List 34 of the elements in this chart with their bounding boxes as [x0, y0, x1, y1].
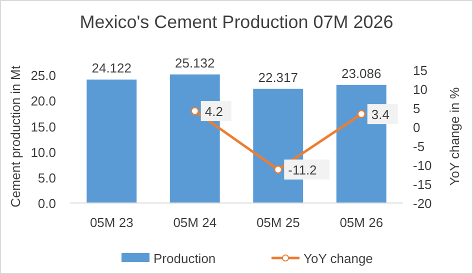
y2-tick-label: -10: [413, 158, 432, 173]
y2-tick-label: -5: [413, 139, 425, 154]
data-label: 23.086: [341, 66, 382, 81]
x-tick-label: 05M 25: [256, 215, 300, 230]
y2-tick-label: 15: [413, 63, 428, 78]
data-label: -11.2: [288, 162, 317, 178]
data-label: 22.317: [258, 70, 298, 85]
data-label: 3.4: [371, 107, 390, 122]
legend-label: Production: [154, 251, 216, 266]
y2-tick-label: 0: [413, 120, 420, 135]
point: [274, 165, 282, 174]
y2-tick-label: 5: [413, 101, 420, 116]
y2-tick-label: -20: [413, 196, 432, 211]
point: [357, 110, 366, 118]
y-tick-label: 5.0: [38, 170, 56, 186]
x-tick-label: 05M 23: [90, 215, 134, 230]
y-tick-label: 15.0: [30, 119, 56, 134]
x-tick-label: 05M 24: [173, 215, 217, 230]
y2-axis-title: YoY change in %: [447, 86, 462, 186]
y-tick-label: 25.0: [30, 68, 56, 84]
y-tick-label: 20.0: [30, 94, 56, 109]
y2-tick-label: -15: [413, 177, 432, 192]
point: [190, 106, 199, 116]
y2-tick-label: 10: [413, 82, 428, 97]
y-axis-title: Cement production in Mt: [8, 65, 23, 208]
bar: [86, 80, 137, 203]
data-label: 4.2: [204, 104, 223, 120]
y-tick-label: 0.0: [38, 196, 56, 211]
chart-title: Mexico's Cement Production 07M 2026: [80, 12, 394, 32]
y-tick-label: 10.0: [30, 144, 56, 160]
data-label: 24.122: [92, 60, 132, 76]
x-tick-label: 05M 26: [340, 215, 384, 230]
legend-label: YoY change: [304, 251, 373, 266]
data-label: 25.132: [174, 55, 215, 70]
